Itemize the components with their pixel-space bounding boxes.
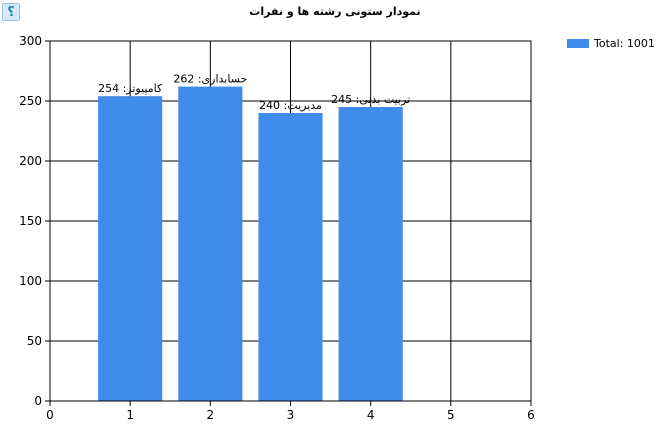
- bar: [258, 113, 323, 401]
- bars: [98, 86, 403, 401]
- x-tick-label: 4: [367, 408, 375, 422]
- bar-data-label: حسابداری: 262: [173, 73, 247, 86]
- x-tick-label: 3: [287, 408, 295, 422]
- bar-data-label: تربیت بدنی: 245: [331, 93, 410, 106]
- x-tick-label: 0: [46, 408, 54, 422]
- y-tick-label: 200: [19, 154, 42, 168]
- y-tick-label: 100: [19, 274, 42, 288]
- bar: [338, 107, 403, 401]
- y-tick-label: 50: [27, 334, 42, 348]
- plot-border: [49, 40, 532, 402]
- chart-title: نمودار ستونی رشته ها و نفرات: [249, 5, 420, 18]
- help-button[interactable]: ؟: [2, 3, 20, 21]
- bar-data-label: مدیریت: 240: [259, 99, 322, 112]
- data-labels: کامپیوتر: 254 حسابداری: 262 مدیریت: 240 ترب…: [98, 73, 410, 112]
- legend-label: Total: 1001: [594, 37, 655, 50]
- y-tick-label: 300: [19, 34, 42, 48]
- y-tick-label: 0: [34, 394, 42, 408]
- x-tick-label: 2: [207, 408, 215, 422]
- bar-data-label: کامپیوتر: 254: [98, 82, 163, 95]
- legend-swatch: [567, 39, 589, 48]
- x-tick-label: 6: [527, 408, 535, 422]
- y-tick-label: 150: [19, 214, 42, 228]
- bar: [178, 86, 243, 401]
- axes: 0 50 100 150 200 250 300 0 1 2 3 4 5 6: [19, 34, 535, 422]
- bar: [98, 96, 163, 401]
- y-tick-label: 250: [19, 94, 42, 108]
- x-tick-label: 5: [447, 408, 455, 422]
- x-tick-label: 1: [126, 408, 134, 422]
- legend: Total: 1001: [567, 37, 655, 50]
- help-icon: ؟: [7, 4, 15, 20]
